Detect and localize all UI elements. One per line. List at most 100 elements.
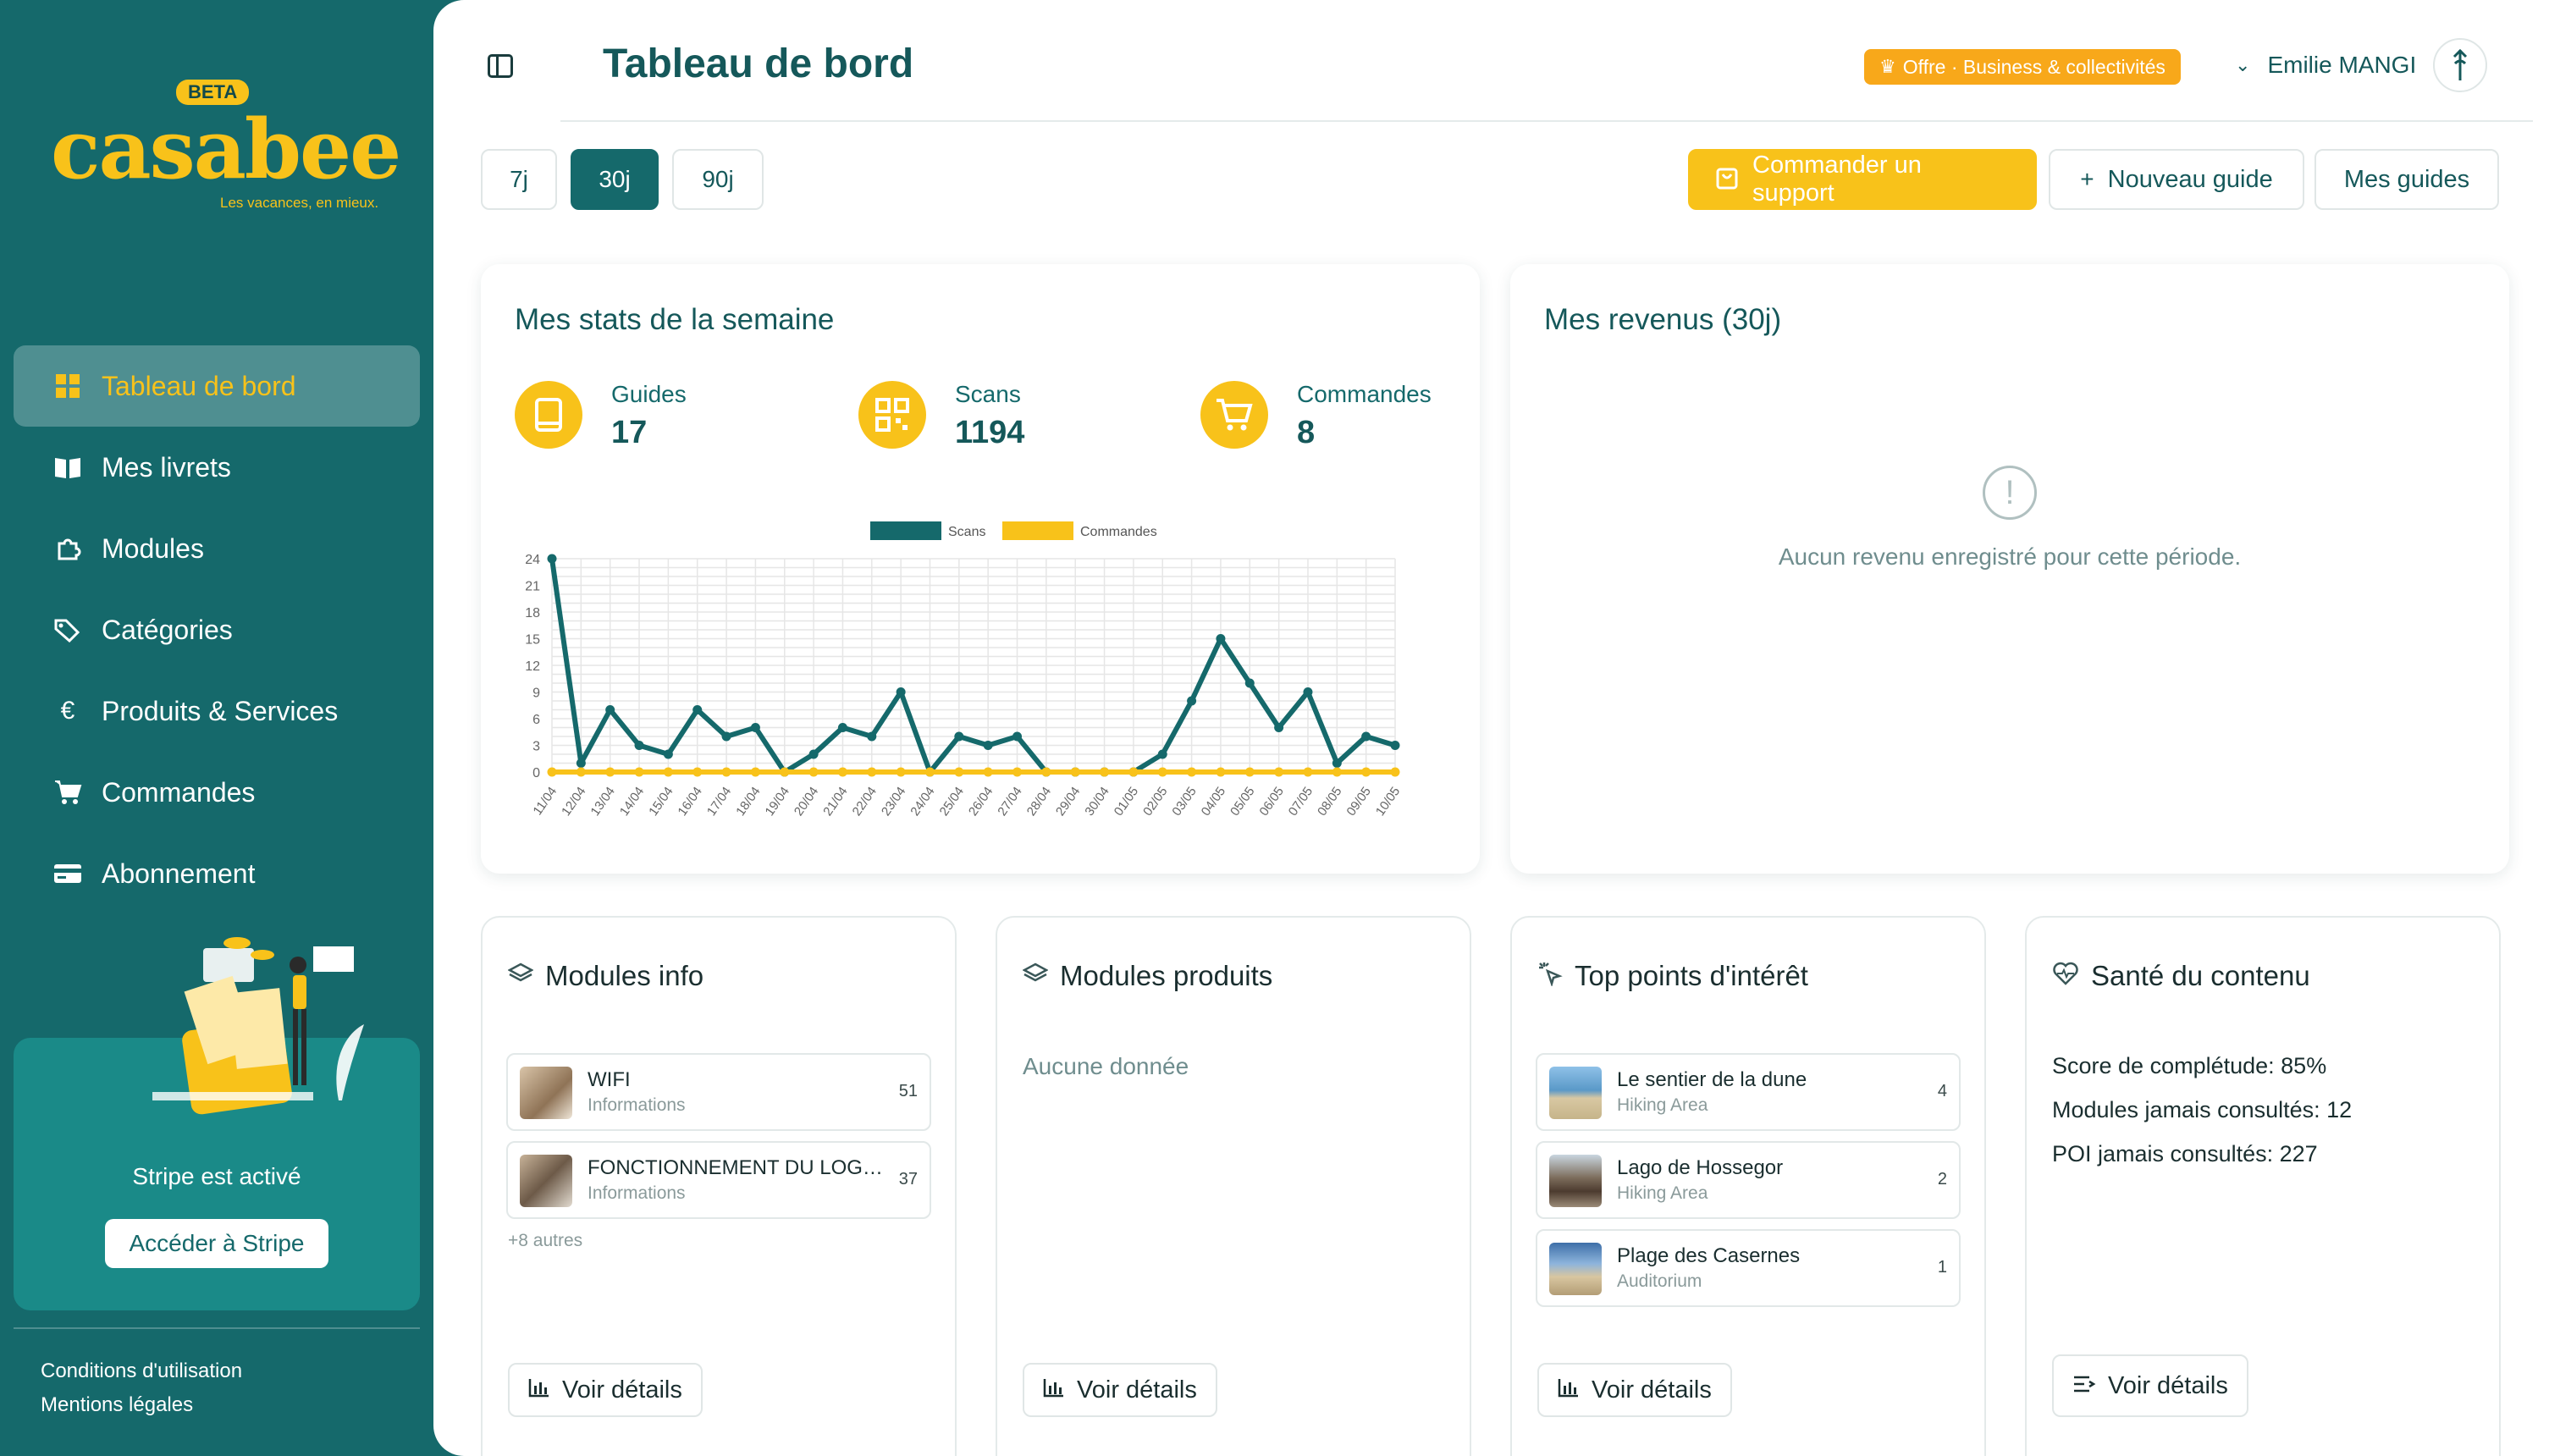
- layers-icon: [1022, 962, 1049, 991]
- money-illustration-icon: [152, 937, 364, 1115]
- legal-link[interactable]: Mentions légales: [41, 1393, 194, 1416]
- offer-label: Offre · Business & collectivités: [1902, 55, 2166, 78]
- sidebar-item-abonnement[interactable]: Abonnement: [14, 833, 420, 914]
- top-poi-details-button[interactable]: Voir détails: [1537, 1363, 1732, 1417]
- terms-link[interactable]: Conditions d'utilisation: [41, 1359, 243, 1382]
- casabee-logo[interactable]: BETA casabee Les vacances, en mieux.: [51, 76, 401, 220]
- data-point-commandes: [1128, 767, 1139, 777]
- y-tick-label: 21: [525, 580, 540, 594]
- data-point-commandes: [692, 767, 703, 777]
- more-items-text: +8 autres: [508, 1231, 583, 1250]
- alert-circle-icon: !: [1983, 466, 2037, 520]
- range-90j-button[interactable]: 90j: [672, 149, 764, 210]
- data-point-scans: [663, 749, 673, 759]
- y-tick-label: 6: [532, 713, 540, 727]
- legend-swatch-scans: [870, 521, 941, 540]
- x-tick-label: 26/04: [966, 785, 996, 819]
- user-menu[interactable]: ⌄ Emilie MANGI: [2235, 37, 2488, 93]
- sidebar-item-label: Commandes: [102, 776, 256, 808]
- x-tick-label: 01/05: [1112, 785, 1141, 819]
- item-sub: Informations: [588, 1183, 686, 1203]
- sidebar-item-label: Mes livrets: [102, 451, 231, 483]
- content-health-label: Santé du contenu: [2091, 960, 2310, 991]
- modules-info-details-button[interactable]: Voir détails: [508, 1363, 703, 1417]
- health-poi-unseen: POI jamais consultés: 227: [2052, 1141, 2318, 1166]
- stats-card-title: Mes stats de la semaine: [515, 303, 835, 336]
- top-poi-card: Top points d'intérêt Le sentier de la du…: [1510, 916, 1986, 1456]
- list-item[interactable]: FONCTIONNEMENT DU LOGEMENT Informations …: [506, 1141, 931, 1219]
- sidebar-toggle-icon[interactable]: [488, 54, 513, 78]
- tags-icon: [52, 615, 83, 645]
- cart-icon: [52, 777, 83, 808]
- stat-value: 17: [611, 415, 648, 450]
- item-count: 37: [898, 1170, 918, 1189]
- x-tick-label: 05/05: [1228, 785, 1257, 819]
- y-tick-label: 12: [525, 659, 540, 674]
- qr-code-icon: [858, 381, 926, 449]
- offer-badge[interactable]: ♛ Offre · Business & collectivités: [1864, 49, 2181, 85]
- sidebar-item-modules[interactable]: Modules: [14, 508, 420, 589]
- sidebar-item-mes-livrets[interactable]: Mes livrets: [14, 427, 420, 508]
- sidebar-item-tableau-de-bord[interactable]: Tableau de bord: [14, 345, 420, 427]
- sidebar-item-label: Produits & Services: [102, 695, 339, 726]
- order-support-label: Commander un support: [1752, 152, 1922, 207]
- data-point-commandes: [750, 767, 760, 777]
- stripe-access-button[interactable]: Accéder à Stripe: [105, 1219, 328, 1268]
- sidebar-item-produits-services[interactable]: € Produits & Services: [14, 670, 420, 752]
- list-item[interactable]: Le sentier de la dune Hiking Area 4: [1536, 1053, 1961, 1131]
- legend-swatch-commandes: [1002, 521, 1073, 540]
- bar-chart-icon: [1043, 1377, 1065, 1404]
- avatar[interactable]: [2433, 38, 2488, 92]
- list-item[interactable]: Lago de Hossegor Hiking Area 2: [1536, 1141, 1961, 1219]
- logement-thumbnail: [520, 1155, 572, 1207]
- content-health-details-button[interactable]: Voir détails: [2052, 1354, 2248, 1417]
- new-guide-button[interactable]: + Nouveau guide: [2049, 149, 2304, 210]
- data-point-scans: [1244, 678, 1255, 688]
- cart-icon: [1200, 381, 1268, 449]
- stripe-card: Stripe est activé Accéder à Stripe: [14, 1038, 420, 1310]
- x-tick-label: 30/04: [1082, 785, 1112, 819]
- sidebar-item-label: Abonnement: [102, 858, 256, 889]
- x-tick-label: 13/04: [588, 785, 618, 819]
- sidebar-item-categories[interactable]: Catégories: [14, 589, 420, 670]
- book-icon: [52, 452, 83, 483]
- data-point-commandes: [634, 767, 644, 777]
- x-tick-label: 22/04: [850, 785, 880, 819]
- my-guides-button[interactable]: Mes guides: [2314, 149, 2499, 210]
- data-point-commandes: [1187, 767, 1197, 777]
- item-sub: Hiking Area: [1617, 1095, 1708, 1115]
- sparkle-pointer-icon: [1537, 961, 1563, 992]
- data-point-commandes: [721, 767, 731, 777]
- data-point-scans: [1303, 687, 1313, 697]
- revenue-empty-state: ! Aucun revenu enregistré pour cette pér…: [1510, 466, 2509, 571]
- scans-orders-line-chart: 0369121518212411/0412/0413/0414/0415/041…: [525, 521, 1403, 819]
- details-label: Voir détails: [1077, 1376, 1197, 1404]
- data-point-scans: [1390, 741, 1400, 750]
- sidebar-item-label: Catégories: [102, 614, 233, 645]
- modules-produits-details-button[interactable]: Voir détails: [1023, 1363, 1217, 1417]
- sidebar-nav: Tableau de bord Mes livrets Modules Caté…: [14, 345, 420, 914]
- sidebar-item-commandes[interactable]: Commandes: [14, 752, 420, 833]
- crown-icon: ♛: [1879, 56, 1896, 77]
- range-30j-button[interactable]: 30j: [571, 149, 659, 210]
- list-item[interactable]: WIFI Informations 51: [506, 1053, 931, 1131]
- data-point-commandes: [605, 767, 615, 777]
- stat-label: Scans: [955, 381, 1021, 407]
- health-completeness: Score de complétude: 85%: [2052, 1053, 2327, 1078]
- header-divider: [560, 120, 2533, 122]
- euro-icon: €: [60, 697, 75, 725]
- x-tick-label: 03/05: [1169, 785, 1199, 819]
- range-7j-button[interactable]: 7j: [481, 149, 557, 210]
- data-point-commandes: [1303, 767, 1313, 777]
- dune-thumbnail: [1549, 1067, 1602, 1119]
- item-name: WIFI: [588, 1068, 631, 1091]
- wifi-thumbnail: [520, 1067, 572, 1119]
- data-point-scans: [808, 749, 819, 759]
- bar-chart-icon: [528, 1377, 550, 1404]
- y-tick-label: 18: [525, 606, 540, 620]
- list-item[interactable]: Plage des Casernes Auditorium 1: [1536, 1229, 1961, 1307]
- order-support-button[interactable]: Commander un support: [1688, 149, 2037, 210]
- data-point-commandes: [808, 767, 819, 777]
- x-tick-label: 19/04: [763, 785, 792, 819]
- details-label: Voir détails: [1592, 1376, 1712, 1404]
